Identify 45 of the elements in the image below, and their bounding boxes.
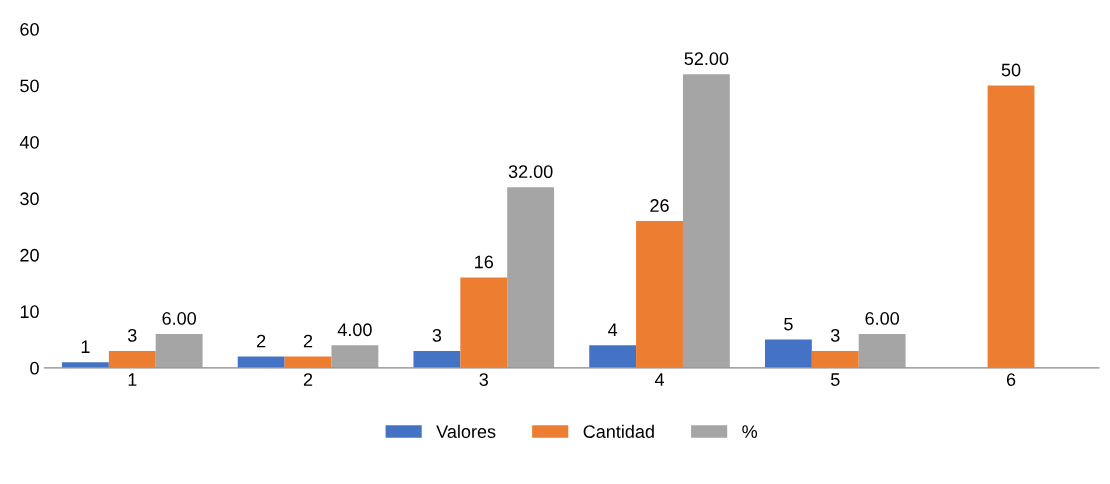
bar (987, 85, 1035, 368)
data-label: 50 (1001, 63, 1021, 77)
data-label: 16 (475, 255, 494, 269)
x-tick-label: 6 (1006, 373, 1016, 386)
x-tick-label: 5 (830, 373, 840, 386)
data-label: 2 (303, 334, 313, 348)
legend-label: % (742, 425, 758, 438)
data-label: 3 (127, 328, 137, 342)
data-label: 2 (257, 334, 266, 348)
y-tick-label: 20 (20, 248, 39, 262)
legend-label: Cantidad (583, 424, 654, 439)
y-tick-label: 50 (20, 79, 39, 93)
data-label: 6.00 (865, 312, 900, 325)
legend-label: Valores (436, 424, 496, 439)
data-label: 4.00 (337, 323, 372, 337)
data-label: 5 (784, 317, 793, 331)
bar (413, 350, 461, 368)
data-label: 4 (608, 323, 618, 336)
y-tick-label: 40 (19, 135, 39, 149)
x-tick-label: 4 (654, 373, 665, 386)
data-label: 52.00 (684, 52, 729, 66)
bar (811, 350, 859, 368)
y-tick-label: 10 (20, 305, 39, 319)
bar (764, 339, 812, 368)
y-tick-label: 30 (20, 192, 39, 206)
bar (155, 333, 203, 368)
bar (108, 350, 156, 368)
y-tick-label: 60 (20, 22, 39, 36)
x-tick-label: 2 (303, 373, 313, 386)
data-label: 3 (432, 328, 442, 342)
data-label: 1 (81, 340, 90, 353)
data-label: 26 (650, 199, 669, 212)
bar (858, 333, 906, 368)
bar (507, 187, 555, 368)
bar (636, 221, 683, 368)
data-label: 6.00 (162, 312, 197, 325)
x-tick-label: 3 (479, 373, 488, 386)
bar (331, 345, 379, 368)
bar (460, 277, 508, 368)
data-label: 3 (830, 328, 840, 342)
data-label: 32.00 (508, 165, 553, 179)
bar (589, 345, 637, 368)
y-tick-label: 0 (30, 361, 39, 375)
x-tick-label: 1 (128, 373, 137, 386)
bar (682, 74, 730, 368)
